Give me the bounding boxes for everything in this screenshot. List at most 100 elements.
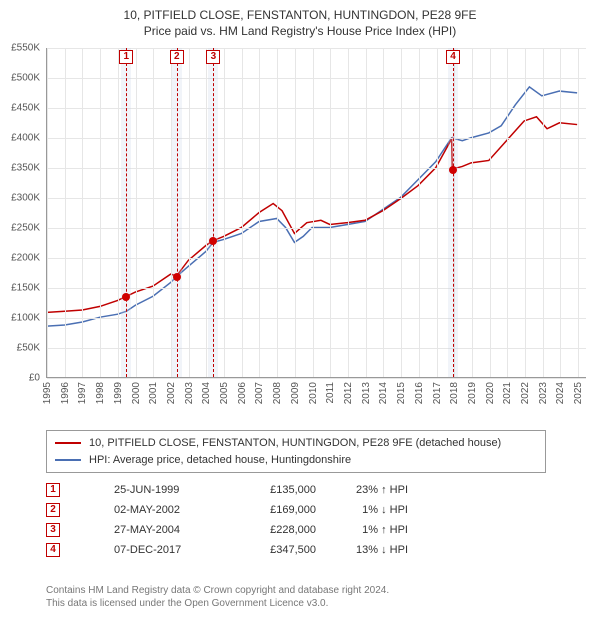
y-axis-label: £500K <box>0 73 40 84</box>
gridline-v <box>259 48 260 377</box>
gridline-v <box>224 48 225 377</box>
txn-price: £135,000 <box>226 484 316 496</box>
gridline-v <box>206 48 207 377</box>
x-axis-label: 2023 <box>538 382 549 404</box>
gridline-v <box>295 48 296 377</box>
legend-swatch-hpi <box>55 459 81 461</box>
sale-marker: 1 <box>119 50 133 64</box>
txn-marker: 1 <box>46 483 60 497</box>
sale-vline <box>177 48 178 377</box>
y-axis-label: £100K <box>0 313 40 324</box>
plot-area: £0£50K£100K£150K£200K£250K£300K£350K£400… <box>46 48 586 378</box>
txn-marker: 2 <box>46 503 60 517</box>
gridline-v <box>383 48 384 377</box>
sale-marker: 3 <box>206 50 220 64</box>
sale-vline <box>126 48 127 377</box>
gridline-h <box>47 378 586 379</box>
legend-item-property: 10, PITFIELD CLOSE, FENSTANTON, HUNTINGD… <box>55 435 537 452</box>
x-axis-label: 1996 <box>60 382 71 404</box>
footer-attribution: Contains HM Land Registry data © Crown c… <box>46 584 566 610</box>
y-axis-label: £0 <box>0 373 40 384</box>
x-axis-label: 2000 <box>131 382 142 404</box>
legend-swatch-property <box>55 442 81 444</box>
legend-label-hpi: HPI: Average price, detached house, Hunt… <box>89 452 351 469</box>
txn-date: 25-JUN-1999 <box>114 484 214 496</box>
x-axis-label: 2011 <box>325 382 336 404</box>
gridline-v <box>525 48 526 377</box>
txn-marker: 3 <box>46 523 60 537</box>
legend-label-property: 10, PITFIELD CLOSE, FENSTANTON, HUNTINGD… <box>89 435 501 452</box>
txn-delta: 23% ↑ HPI <box>328 484 408 496</box>
sale-dot <box>173 273 181 281</box>
x-axis-label: 2006 <box>237 382 248 404</box>
x-axis-label: 2001 <box>148 382 159 404</box>
sale-marker: 2 <box>170 50 184 64</box>
x-axis-label: 2017 <box>432 382 443 404</box>
transaction-table: 1 25-JUN-1999 £135,000 23% ↑ HPI 2 02-MAY-200… <box>46 480 546 560</box>
x-axis-label: 2013 <box>361 382 372 404</box>
txn-date: 02-MAY-2002 <box>114 504 214 516</box>
gridline-v <box>348 48 349 377</box>
x-axis-label: 2025 <box>573 382 584 404</box>
gridline-v <box>330 48 331 377</box>
x-axis-label: 2004 <box>201 382 212 404</box>
x-axis-label: 2019 <box>467 382 478 404</box>
gridline-v <box>313 48 314 377</box>
gridline-v <box>82 48 83 377</box>
chart-title: 10, PITFIELD CLOSE, FENSTANTON, HUNTINGD… <box>10 8 590 22</box>
y-axis-label: £250K <box>0 223 40 234</box>
y-axis-label: £50K <box>0 343 40 354</box>
x-axis-label: 1997 <box>77 382 88 404</box>
x-axis-label: 2014 <box>378 382 389 404</box>
legend-item-hpi: HPI: Average price, detached house, Hunt… <box>55 452 537 469</box>
x-axis-label: 2002 <box>166 382 177 404</box>
sale-dot <box>209 237 217 245</box>
x-axis-label: 2010 <box>308 382 319 404</box>
x-axis-label: 2009 <box>290 382 301 404</box>
gridline-v <box>560 48 561 377</box>
legend: 10, PITFIELD CLOSE, FENSTANTON, HUNTINGD… <box>46 430 546 473</box>
x-axis-label: 1995 <box>42 382 53 404</box>
y-axis-label: £400K <box>0 133 40 144</box>
chart-subtitle: Price paid vs. HM Land Registry's House … <box>10 24 590 38</box>
footer-l2: This data is licensed under the Open Gov… <box>46 597 566 610</box>
x-axis-label: 2003 <box>184 382 195 404</box>
table-row: 327-MAY-2004£228,0001% ↑ HPI <box>46 520 546 540</box>
gridline-v <box>472 48 473 377</box>
footer-l1: Contains HM Land Registry data © Crown c… <box>46 584 566 597</box>
gridline-v <box>277 48 278 377</box>
gridline-v <box>419 48 420 377</box>
y-axis-label: £350K <box>0 163 40 174</box>
gridline-v <box>65 48 66 377</box>
x-axis-label: 1999 <box>113 382 124 404</box>
x-axis-label: 2005 <box>219 382 230 404</box>
x-axis-label: 2008 <box>272 382 283 404</box>
chart: £0£50K£100K£150K£200K£250K£300K£350K£400… <box>46 48 586 418</box>
txn-delta: 13% ↓ HPI <box>328 544 408 556</box>
sale-vline <box>453 48 454 377</box>
gridline-v <box>100 48 101 377</box>
y-axis-label: £150K <box>0 283 40 294</box>
gridline-v <box>136 48 137 377</box>
gridline-v <box>47 48 48 377</box>
txn-price: £347,500 <box>226 544 316 556</box>
gridline-v <box>189 48 190 377</box>
txn-date: 27-MAY-2004 <box>114 524 214 536</box>
y-axis-label: £450K <box>0 103 40 114</box>
sale-dot <box>122 293 130 301</box>
txn-price: £228,000 <box>226 524 316 536</box>
y-axis-label: £200K <box>0 253 40 264</box>
sale-vline <box>213 48 214 377</box>
x-axis-label: 2018 <box>449 382 460 404</box>
x-axis-label: 2021 <box>502 382 513 404</box>
x-axis-label: 2012 <box>343 382 354 404</box>
gridline-v <box>490 48 491 377</box>
table-row: 407-DEC-2017£347,50013% ↓ HPI <box>46 540 546 560</box>
gridline-v <box>242 48 243 377</box>
txn-price: £169,000 <box>226 504 316 516</box>
y-axis-label: £550K <box>0 43 40 54</box>
x-axis-label: 1998 <box>95 382 106 404</box>
gridline-v <box>543 48 544 377</box>
x-axis-label: 2015 <box>396 382 407 404</box>
gridline-v <box>401 48 402 377</box>
